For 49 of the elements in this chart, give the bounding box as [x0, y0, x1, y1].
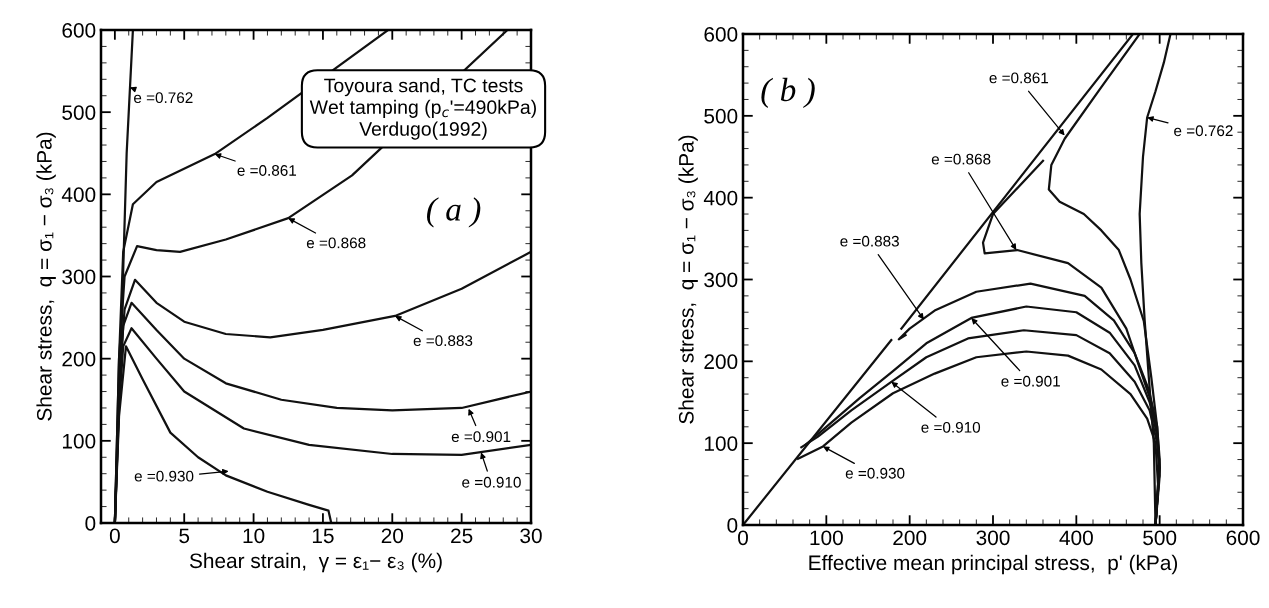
annotation: e =0.861 [989, 72, 1049, 84]
x-tick-label: 500 [1143, 530, 1177, 546]
x-tick-label: 10 [243, 528, 265, 544]
y-tick-label: 600 [62, 23, 96, 38]
annotation: e =0.883 [840, 235, 899, 247]
annotation: ( b ) [761, 77, 815, 109]
x-tick-label: 5 [179, 528, 190, 544]
x-tick-label: 300 [976, 530, 1010, 546]
y-tick-label: 0 [727, 518, 738, 533]
x-tick-label: 25 [451, 528, 473, 544]
annotation: e =0.910 [921, 421, 981, 433]
x-tick-label: 0 [109, 528, 120, 544]
y-tick-label: 500 [704, 108, 738, 124]
x-tick-label: 600 [1226, 530, 1260, 546]
y-tick-label: 300 [704, 272, 738, 288]
x-tick-label: 0 [738, 530, 748, 546]
annotation: e =0.868 [931, 153, 991, 165]
annotation: ( a ) [427, 197, 481, 228]
y-tick-label: 0 [85, 516, 96, 531]
x-tick-label: 15 [312, 528, 334, 544]
y-axis-title: Shear stress, q = σ₁ − σ₃ (kPa) [678, 135, 698, 424]
y-tick-label: 300 [62, 269, 96, 285]
x-axis-title: Effective mean principal stress, p' (kPa) [809, 554, 1178, 575]
annotation: e =0.910 [462, 476, 521, 488]
x-tick-label: 20 [381, 528, 404, 544]
y-tick-label: 100 [62, 433, 96, 449]
y-tick-label: 200 [704, 354, 738, 370]
annotation: e =0.861 [237, 165, 297, 176]
annotation: e =0.901 [451, 431, 511, 443]
annotation: e =0.930 [134, 470, 194, 482]
x-axis-title: Shear strain, γ = ε₁− ε₃ (%) [189, 552, 442, 573]
annotation: Toyoura sand, TC tests Wet tamping (p$_{c}$'=490kPa) Verdugo(1992) [309, 78, 536, 140]
y-tick-label: 100 [704, 436, 738, 451]
y-axis-title: Shear stress, q = σ₁ − σ₃ (kPa) [36, 132, 56, 421]
annotation: e =0.868 [306, 237, 366, 249]
annotation: e =0.762 [134, 92, 193, 104]
annotation: e =0.883 [413, 335, 473, 347]
y-tick-label: 400 [61, 187, 96, 203]
y-tick-label: 400 [703, 190, 738, 206]
annotation: e =0.901 [1001, 375, 1060, 387]
x-tick-label: 400 [1059, 530, 1093, 546]
annotation: e =0.930 [845, 467, 905, 479]
y-tick-label: 200 [62, 351, 96, 367]
x-tick-label: 200 [893, 530, 927, 546]
y-tick-label: 500 [62, 105, 96, 120]
x-tick-label: 100 [810, 530, 843, 546]
annotation: e =0.762 [1174, 125, 1233, 137]
y-tick-label: 600 [704, 27, 738, 42]
x-tick-label: 30 [520, 528, 542, 544]
